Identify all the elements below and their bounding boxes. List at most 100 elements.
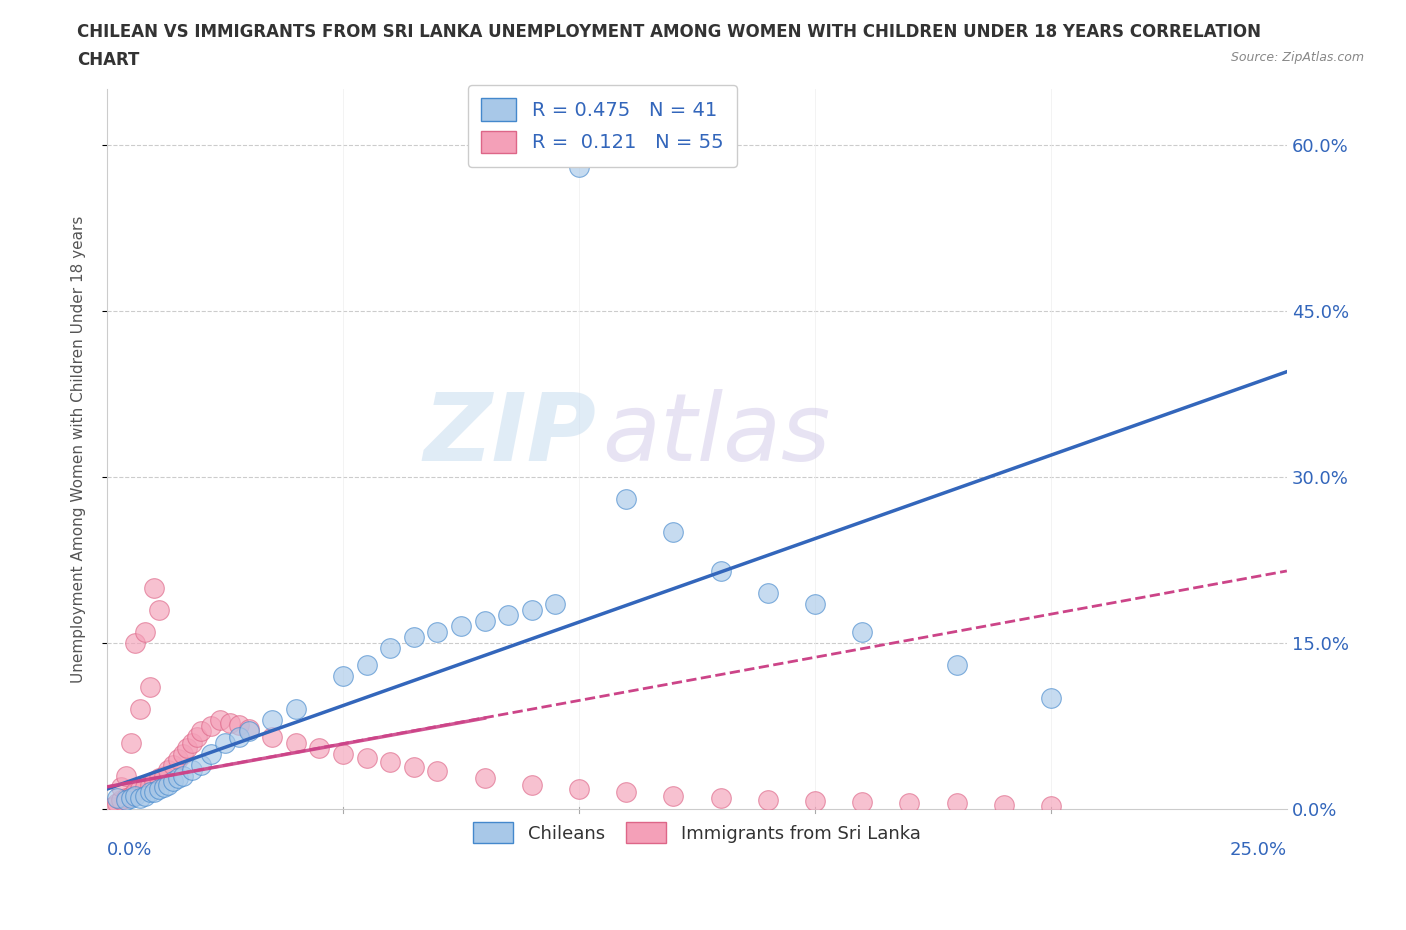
Point bbox=[402, 760, 425, 775]
Point bbox=[110, 792, 132, 807]
Point bbox=[284, 735, 307, 750]
Point bbox=[157, 777, 180, 792]
Point bbox=[157, 763, 180, 777]
Point bbox=[134, 789, 156, 804]
Point bbox=[120, 735, 142, 750]
Point bbox=[228, 717, 250, 732]
Point bbox=[1039, 798, 1062, 813]
Point bbox=[172, 746, 194, 761]
Text: Source: ZipAtlas.com: Source: ZipAtlas.com bbox=[1230, 51, 1364, 64]
Point bbox=[238, 724, 260, 739]
Point bbox=[544, 597, 567, 612]
Point bbox=[120, 789, 142, 804]
Point bbox=[218, 715, 240, 730]
Point bbox=[143, 774, 166, 789]
Point bbox=[662, 525, 685, 539]
Point bbox=[148, 603, 170, 618]
Point bbox=[134, 624, 156, 639]
Point bbox=[166, 751, 188, 766]
Text: CHILEAN VS IMMIGRANTS FROM SRI LANKA UNEMPLOYMENT AMONG WOMEN WITH CHILDREN UNDE: CHILEAN VS IMMIGRANTS FROM SRI LANKA UNE… bbox=[77, 23, 1261, 41]
Point bbox=[332, 746, 354, 761]
Point bbox=[262, 713, 284, 728]
Point bbox=[756, 586, 779, 601]
Point bbox=[496, 608, 519, 623]
Point bbox=[993, 797, 1015, 812]
Point bbox=[166, 771, 188, 786]
Point bbox=[186, 729, 208, 744]
Point bbox=[898, 796, 921, 811]
Point bbox=[124, 785, 146, 800]
Point bbox=[143, 785, 166, 800]
Text: 25.0%: 25.0% bbox=[1230, 842, 1286, 859]
Point bbox=[200, 719, 222, 734]
Point bbox=[380, 641, 402, 656]
Point bbox=[308, 740, 330, 755]
Point bbox=[120, 790, 142, 805]
Point bbox=[129, 781, 152, 796]
Point bbox=[284, 702, 307, 717]
Y-axis label: Unemployment Among Women with Children Under 18 years: Unemployment Among Women with Children U… bbox=[72, 216, 86, 683]
Point bbox=[804, 794, 827, 809]
Point bbox=[124, 789, 146, 804]
Point bbox=[568, 781, 591, 796]
Point bbox=[152, 779, 174, 794]
Point bbox=[426, 624, 449, 639]
Point bbox=[209, 713, 232, 728]
Text: CHART: CHART bbox=[77, 51, 139, 69]
Point bbox=[129, 702, 152, 717]
Point bbox=[138, 680, 160, 695]
Point bbox=[520, 603, 543, 618]
Point bbox=[851, 624, 873, 639]
Point bbox=[129, 790, 152, 805]
Point bbox=[756, 792, 779, 807]
Point bbox=[115, 792, 138, 807]
Point bbox=[709, 564, 731, 578]
Point bbox=[262, 729, 284, 744]
Point bbox=[143, 580, 166, 595]
Point bbox=[134, 779, 156, 794]
Point bbox=[520, 777, 543, 792]
Point bbox=[152, 768, 174, 783]
Point bbox=[614, 492, 637, 507]
Point bbox=[804, 597, 827, 612]
Legend: Chileans, Immigrants from Sri Lanka: Chileans, Immigrants from Sri Lanka bbox=[467, 815, 928, 850]
Point bbox=[474, 614, 496, 629]
Point bbox=[200, 746, 222, 761]
Point bbox=[402, 630, 425, 644]
Point bbox=[568, 159, 591, 174]
Point bbox=[101, 799, 124, 814]
Text: atlas: atlas bbox=[603, 390, 831, 480]
Point bbox=[709, 790, 731, 805]
Point bbox=[124, 635, 146, 650]
Text: 0.0%: 0.0% bbox=[107, 842, 152, 859]
Point bbox=[426, 764, 449, 778]
Point bbox=[181, 763, 204, 777]
Point bbox=[332, 669, 354, 684]
Point bbox=[162, 774, 184, 789]
Point bbox=[851, 795, 873, 810]
Point bbox=[214, 735, 236, 750]
Point bbox=[172, 768, 194, 783]
Point bbox=[945, 796, 967, 811]
Point bbox=[105, 790, 128, 805]
Point bbox=[138, 785, 160, 800]
Point bbox=[176, 740, 198, 755]
Point bbox=[228, 729, 250, 744]
Point bbox=[115, 768, 138, 783]
Point bbox=[614, 785, 637, 800]
Point bbox=[105, 796, 128, 811]
Point bbox=[181, 735, 204, 750]
Point bbox=[190, 757, 212, 772]
Point bbox=[356, 751, 378, 765]
Point bbox=[450, 618, 472, 633]
Point bbox=[162, 757, 184, 772]
Point bbox=[662, 789, 685, 804]
Point bbox=[190, 724, 212, 739]
Point bbox=[945, 658, 967, 672]
Point bbox=[138, 777, 160, 792]
Point bbox=[356, 658, 378, 672]
Point bbox=[115, 790, 138, 805]
Point bbox=[110, 779, 132, 794]
Point bbox=[238, 722, 260, 737]
Point bbox=[148, 771, 170, 786]
